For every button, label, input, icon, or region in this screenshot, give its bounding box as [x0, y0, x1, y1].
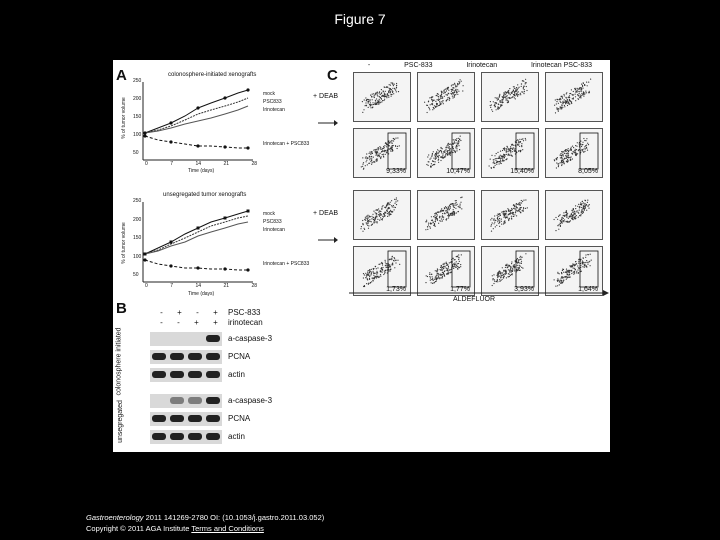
- flow-plot: 8,05%: [545, 128, 603, 178]
- x-ticks: 0 7 14 21 28: [145, 283, 257, 289]
- flow-plot: 1,77%: [417, 246, 475, 296]
- y-ticks: 50 100 150 200 250: [133, 198, 142, 278]
- panel-a-bottom-chart: unsegregated tumor xenografts % of tumor…: [121, 190, 315, 302]
- series-psc833-line: [144, 215, 249, 255]
- band-label: actin: [228, 370, 245, 379]
- series-combo-line: [144, 135, 248, 149]
- psc-row: - + - +: [160, 308, 218, 317]
- arrow-icon: [318, 120, 338, 126]
- flow-plot: 9,33%: [353, 128, 411, 178]
- figure-caption: Gastroenterology 2011 141269-2780 OI: (1…: [86, 512, 324, 534]
- gate-percent: 1,77%: [450, 286, 470, 293]
- figure-image: A colonosphere-initiated xenografts % of…: [113, 60, 610, 452]
- group-colonosphere-label: colonosphere initiated: [115, 327, 123, 396]
- page-title: Figure 7: [334, 11, 386, 27]
- citation-text: 2011 141269-2780 OI: (10.1053/j.gastro.2…: [143, 513, 325, 522]
- flow-plot: [481, 190, 539, 240]
- irinotecan-row: - - + +: [160, 318, 218, 327]
- irinotecan-label: irinotecan: [228, 318, 263, 327]
- blot-row-caspase-2: [150, 394, 222, 408]
- y-ticks: 50 100 150 200 250: [133, 78, 142, 156]
- blot-row-pcna-2: [150, 412, 222, 426]
- band-label: a-caspase-3: [228, 334, 273, 343]
- journal-name: Gastroenterology: [86, 513, 144, 522]
- panel-b-label: B: [116, 300, 127, 317]
- band-label: PCNA: [228, 352, 251, 361]
- blot-row-caspase-1: [150, 332, 222, 346]
- deab-label-top: + DEAB: [313, 93, 339, 100]
- blot-row-pcna-1: [150, 350, 222, 364]
- flow-plot: 1,64%: [545, 246, 603, 296]
- western-blot: - + - + PSC-833 - - + + irinotecan colonospher…: [113, 306, 313, 452]
- chart-title: colonosphere-initiated xenografts: [168, 72, 257, 78]
- aldefluor-axis-label: ALDEFLUOR: [453, 296, 496, 303]
- flow-plot: 15,40%: [481, 128, 539, 178]
- gate-percent: 9,33%: [386, 168, 406, 175]
- series-irinotecan-line: [144, 221, 249, 255]
- x-axis-label: Time (days): [188, 291, 215, 297]
- arrow-icon: [318, 237, 338, 243]
- gate-percent: 3,93%: [514, 286, 534, 293]
- flow-plot: 1,73%: [353, 246, 411, 296]
- psc-label: PSC-833: [228, 308, 261, 317]
- flow-plot: [353, 72, 411, 122]
- flow-plot: [417, 190, 475, 240]
- gate-percent: 10,47%: [446, 168, 470, 175]
- flow-plot: [545, 190, 603, 240]
- chart-title: unsegregated tumor xenografts: [163, 192, 247, 198]
- panel-c-label: C: [327, 67, 338, 84]
- aldefluor-axis-arrow: [349, 290, 609, 296]
- flow-plot: 10,47%: [417, 128, 475, 178]
- panel-a-top-chart: colonosphere-initiated xenografts % of t…: [121, 70, 315, 175]
- flow-plot: [481, 72, 539, 122]
- series-psc833-line: [144, 97, 249, 134]
- blot-row-actin-1: [150, 368, 222, 382]
- group-unsegregated-label: unsegregated: [116, 400, 124, 443]
- band-label: PCNA: [228, 414, 251, 423]
- gate-percent: 1,64%: [578, 286, 598, 293]
- chart-legend: mock PSC833 Irinotecan Irinotecan + PSC8…: [263, 91, 310, 147]
- x-ticks: 0 7 14 21 28: [145, 161, 257, 167]
- deab-label-bottom: + DEAB: [313, 210, 339, 217]
- blot-row-actin-2: [150, 430, 222, 444]
- series-combo-line: [144, 259, 248, 271]
- copyright-text: Copyright © 2011 AGA Institute: [86, 524, 190, 533]
- gate-percent: 1,73%: [386, 286, 406, 293]
- x-axis-label: Time (days): [188, 168, 215, 174]
- chart-legend: mock PSC833 Irinotecan Irinotecan + PSC8…: [263, 211, 310, 267]
- chart-plot: [142, 202, 253, 283]
- terms-link[interactable]: Terms and Conditions: [191, 524, 264, 533]
- chart-plot: [142, 82, 253, 161]
- band-label: a-caspase-3: [228, 396, 273, 405]
- gate-percent: 8,05%: [578, 168, 598, 175]
- flow-plot: [545, 72, 603, 122]
- series-irinotecan-line: [144, 105, 249, 134]
- gate-percent: 15,40%: [510, 168, 534, 175]
- band-label: actin: [228, 432, 245, 441]
- panel-a-label: A: [116, 67, 127, 84]
- flow-plot: [417, 72, 475, 122]
- flow-plot: 3,93%: [481, 246, 539, 296]
- flow-plot: [353, 190, 411, 240]
- flow-column-headers: - PSC-833 Irinotecan Irinotecan PSC-833: [367, 62, 593, 69]
